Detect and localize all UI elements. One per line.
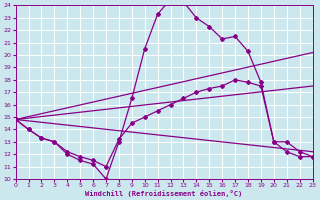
X-axis label: Windchill (Refroidissement éolien,°C): Windchill (Refroidissement éolien,°C) [85,190,243,197]
